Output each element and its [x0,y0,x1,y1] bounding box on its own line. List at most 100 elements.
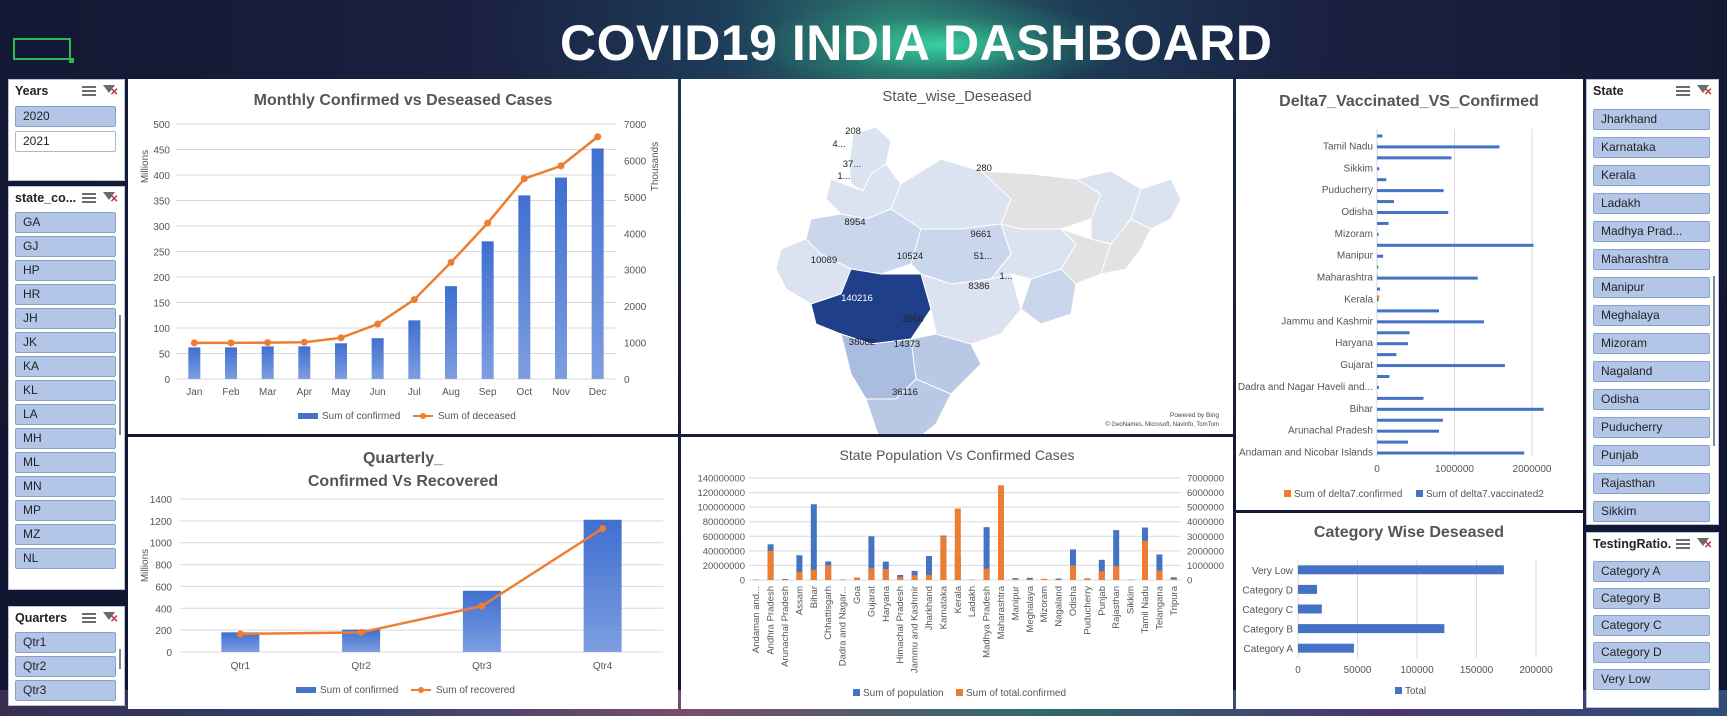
chart-title: State Population Vs Confirmed Cases [839,447,1074,463]
slicer-item[interactable]: Punjab [1593,445,1710,466]
bar [188,347,201,379]
category-chart-panel[interactable]: Category Wise Deseased 0 50000 100000 150000… [1236,513,1583,709]
multi-select-icon[interactable] [82,191,98,205]
slicer-item[interactable]: Meghalaya [1593,305,1710,326]
slicer-item[interactable]: Kerala [1593,165,1710,186]
clear-filter-icon[interactable] [1696,84,1712,98]
x-tick-label: Arunachal Pradesh [780,586,791,667]
bar [1298,624,1445,634]
monthly-chart-panel[interactable]: Monthly Confirmed vs Deseased Cases 0 50 10… [128,79,678,434]
bar [926,555,932,580]
multi-select-icon[interactable] [82,611,98,625]
slicer-item[interactable]: Jharkhand [1593,109,1710,130]
map-region[interactable] [979,170,1102,230]
quarters-slicer[interactable]: Quarters Qtr1 Qtr2 Qtr3 [8,606,125,706]
slicer-item[interactable]: MH [15,428,116,449]
y-tick-label: Jammu and Kashmir [1281,316,1373,327]
legend-swatch [956,689,963,696]
slicer-title: TestingRatio... [1593,537,1672,551]
slicer-item[interactable]: Odisha [1593,389,1710,410]
bar [583,519,622,652]
clear-filter-icon[interactable] [102,191,118,205]
state-slicer[interactable]: State Jharkhand Karnataka Kerala Ladakh Madh… [1586,79,1719,525]
bar [1156,570,1163,580]
line-point [484,219,492,227]
slicer-item[interactable]: Madhya Prad... [1593,221,1710,242]
y-tick-label: 100000000 [697,503,745,514]
slicer-item[interactable]: Rajasthan [1593,473,1710,494]
slicer-item[interactable]: Qtr1 [15,632,116,653]
clear-filter-icon[interactable] [1696,537,1712,551]
slicer-item[interactable]: MP [15,500,116,521]
slicer-item[interactable]: HR [15,284,116,305]
series-line [240,527,604,636]
x-tick-label: Puducherry [1082,586,1093,635]
slicer-item[interactable]: JH [15,308,116,329]
selected-cell[interactable] [13,38,74,63]
map-region[interactable] [1130,178,1182,230]
years-slicer[interactable]: Years 2020 2021 [8,79,125,181]
vaccinated-chart-panel[interactable]: Delta7_Vaccinated_VS_Confirmed 0 1000000 20… [1236,79,1583,510]
slicer-item[interactable]: Qtr2 [15,656,116,677]
slicer-item[interactable]: Very Low [1593,669,1710,690]
bar [1377,342,1408,346]
slicer-item[interactable]: Karnataka [1593,137,1710,158]
slicer-item[interactable]: 2021 [15,131,116,152]
slicer-item[interactable]: Sikkim [1593,501,1710,522]
clear-filter-icon[interactable] [102,84,118,98]
quarterly-chart-panel[interactable]: Quarterly_ Confirmed Vs Recovered 0 200 400 6… [128,437,678,709]
y2-axis-label: Thousands [650,142,661,191]
slicer-item[interactable]: Nagaland [1593,361,1710,382]
multi-select-icon[interactable] [1676,84,1692,98]
slicer-item[interactable]: MN [15,476,116,497]
map-region[interactable] [920,273,1022,345]
slicer-item[interactable]: Mizoram [1593,333,1710,354]
bar [342,629,381,652]
slicer-item[interactable]: Category C [1593,615,1710,636]
bar [926,575,932,580]
bar [940,536,947,580]
map-region[interactable] [1100,218,1152,275]
bar [868,536,875,580]
slicer-item[interactable]: Ladakh [1593,193,1710,214]
bar [1377,375,1390,378]
slicer-item[interactable]: 2020 [15,106,116,127]
multi-select-icon[interactable] [82,84,98,98]
slicer-item[interactable]: Category A [1593,561,1710,582]
slicer-item[interactable]: GJ [15,236,116,257]
slicer-item[interactable]: Maharashtra [1593,249,1710,270]
state-code-slicer[interactable]: state_co... GA GJ HP HR JH JK KA KL LA MH ML MN MP MZ… [8,186,125,590]
scrollbar[interactable] [119,649,121,669]
x-tick-label: Telangana [1154,585,1165,630]
scrollbar[interactable] [119,315,121,435]
y2-tick-label: 7000000 [1187,474,1224,485]
map-region[interactable] [1060,228,1112,285]
slicer-item[interactable]: MZ [15,524,116,545]
slicer-item[interactable]: KL [15,380,116,401]
slicer-item[interactable]: LA [15,404,116,425]
slicer-item[interactable]: Qtr3 [15,680,116,701]
slicer-item[interactable]: KA [15,356,116,377]
slicer-item[interactable]: HP [15,260,116,281]
slicer-item[interactable]: JK [15,332,116,353]
testing-ratio-slicer[interactable]: TestingRatio... Category A Category B Cate… [1586,532,1719,708]
slicer-item[interactable]: GA [15,212,116,233]
line-point [594,133,602,141]
clear-filter-icon[interactable] [102,611,118,625]
scrollbar[interactable] [1713,276,1715,446]
slicer-item[interactable]: Category D [1593,642,1710,663]
slicer-title: Quarters [15,611,68,625]
x-tick-label: Oct [517,387,533,398]
slicer-item[interactable]: ML [15,452,116,473]
slicer-item[interactable]: NL [15,548,116,569]
slicer-item[interactable]: Puducherry [1593,417,1710,438]
bar [796,555,803,580]
slicer-item[interactable]: Manipur [1593,277,1710,298]
map-region[interactable] [890,158,1012,230]
population-chart-panel[interactable]: State Population Vs Confirmed Cases 0 2000… [681,437,1233,709]
bar [1377,145,1500,149]
slicer-item[interactable]: Category B [1593,588,1710,609]
x-tick-label: 1000000 [1435,464,1474,475]
map-panel[interactable]: State_wise_Deseased 208 4... 37... 1... 280 8… [681,79,1233,455]
multi-select-icon[interactable] [1676,537,1692,551]
